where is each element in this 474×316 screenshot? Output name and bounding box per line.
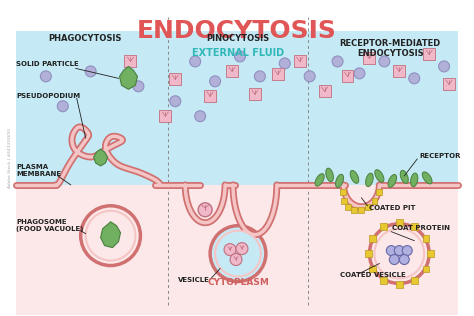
Polygon shape	[422, 172, 432, 184]
Circle shape	[279, 58, 290, 69]
Polygon shape	[369, 235, 376, 242]
Polygon shape	[94, 149, 108, 166]
Circle shape	[85, 66, 96, 77]
Text: COAT PROTEIN: COAT PROTEIN	[392, 225, 450, 231]
Polygon shape	[204, 90, 216, 102]
Polygon shape	[411, 277, 418, 284]
Polygon shape	[119, 66, 137, 89]
Circle shape	[399, 255, 409, 264]
Polygon shape	[345, 204, 351, 210]
Circle shape	[210, 226, 266, 282]
Polygon shape	[375, 170, 384, 182]
Text: COATED PIT: COATED PIT	[369, 205, 416, 211]
Circle shape	[195, 111, 206, 122]
Polygon shape	[422, 235, 429, 242]
Polygon shape	[341, 198, 347, 204]
Circle shape	[210, 76, 220, 87]
Circle shape	[133, 81, 144, 92]
Circle shape	[230, 253, 242, 265]
Polygon shape	[249, 88, 261, 100]
Polygon shape	[159, 110, 171, 122]
Circle shape	[40, 71, 51, 82]
Polygon shape	[380, 223, 387, 230]
Circle shape	[190, 56, 201, 67]
Text: RECEPTOR-MEDIATED
ENDOCYTOSIS: RECEPTOR-MEDIATED ENDOCYTOSIS	[340, 39, 441, 58]
Polygon shape	[336, 174, 344, 187]
Text: PLASMA
MEMBRANE: PLASMA MEMBRANE	[16, 164, 61, 178]
Polygon shape	[375, 189, 382, 195]
Polygon shape	[369, 265, 376, 272]
Text: PSEUDOPODIUM: PSEUDOPODIUM	[16, 93, 80, 99]
Bar	[16, 31, 458, 185]
Circle shape	[409, 73, 419, 84]
Polygon shape	[169, 73, 181, 85]
Polygon shape	[388, 174, 397, 187]
Circle shape	[332, 56, 343, 67]
Polygon shape	[365, 250, 372, 257]
Polygon shape	[422, 265, 429, 272]
Bar	[16, 185, 458, 315]
Text: COATED VESICLE: COATED VESICLE	[339, 272, 405, 278]
Polygon shape	[350, 170, 359, 183]
Text: PINOCYTOSIS: PINOCYTOSIS	[207, 33, 270, 43]
Circle shape	[369, 224, 429, 283]
Polygon shape	[340, 189, 346, 195]
Text: PHAGOCYTOSIS: PHAGOCYTOSIS	[48, 33, 121, 43]
Polygon shape	[272, 68, 284, 80]
Polygon shape	[400, 170, 408, 184]
Circle shape	[198, 203, 212, 217]
Circle shape	[81, 206, 140, 265]
Circle shape	[304, 71, 315, 82]
Polygon shape	[411, 223, 418, 230]
Polygon shape	[125, 55, 137, 67]
Text: VESICLE: VESICLE	[178, 277, 210, 283]
Polygon shape	[396, 281, 403, 288]
Circle shape	[402, 246, 412, 256]
Text: PHAGOSOME
(FOOD VACUOLE): PHAGOSOME (FOOD VACUOLE)	[16, 219, 83, 232]
Text: SOLID PARTICLE: SOLID PARTICLE	[16, 61, 79, 67]
Circle shape	[438, 61, 449, 72]
Circle shape	[236, 243, 248, 255]
Polygon shape	[393, 65, 405, 77]
Circle shape	[57, 101, 68, 112]
Polygon shape	[326, 168, 333, 182]
Text: CYTOPLASM: CYTOPLASM	[207, 278, 269, 288]
Polygon shape	[443, 78, 455, 90]
Polygon shape	[364, 52, 375, 64]
Polygon shape	[294, 55, 306, 67]
Circle shape	[354, 68, 365, 79]
Polygon shape	[427, 250, 434, 257]
Polygon shape	[423, 48, 435, 60]
Polygon shape	[380, 277, 387, 284]
Polygon shape	[342, 70, 354, 82]
Polygon shape	[365, 173, 373, 187]
Polygon shape	[100, 222, 120, 248]
Circle shape	[389, 255, 399, 264]
Polygon shape	[396, 219, 403, 226]
Polygon shape	[319, 85, 330, 97]
Circle shape	[394, 246, 404, 256]
Polygon shape	[365, 204, 371, 210]
Circle shape	[379, 56, 390, 67]
Circle shape	[215, 231, 261, 276]
Text: Adobe Stock | #443392693: Adobe Stock | #443392693	[7, 128, 11, 188]
Text: ENDOCYTOSIS: ENDOCYTOSIS	[137, 19, 337, 43]
Circle shape	[170, 96, 181, 107]
Circle shape	[386, 246, 396, 256]
Polygon shape	[351, 207, 357, 213]
Text: RECEPTOR: RECEPTOR	[419, 153, 461, 159]
Circle shape	[374, 229, 424, 278]
Text: EXTERNAL FLUID: EXTERNAL FLUID	[192, 48, 284, 58]
Polygon shape	[358, 207, 364, 213]
Circle shape	[235, 51, 246, 62]
Polygon shape	[410, 173, 418, 187]
Circle shape	[255, 71, 265, 82]
Polygon shape	[372, 198, 377, 204]
Circle shape	[224, 244, 236, 256]
Circle shape	[86, 211, 136, 261]
Polygon shape	[315, 174, 324, 186]
Polygon shape	[226, 65, 238, 77]
